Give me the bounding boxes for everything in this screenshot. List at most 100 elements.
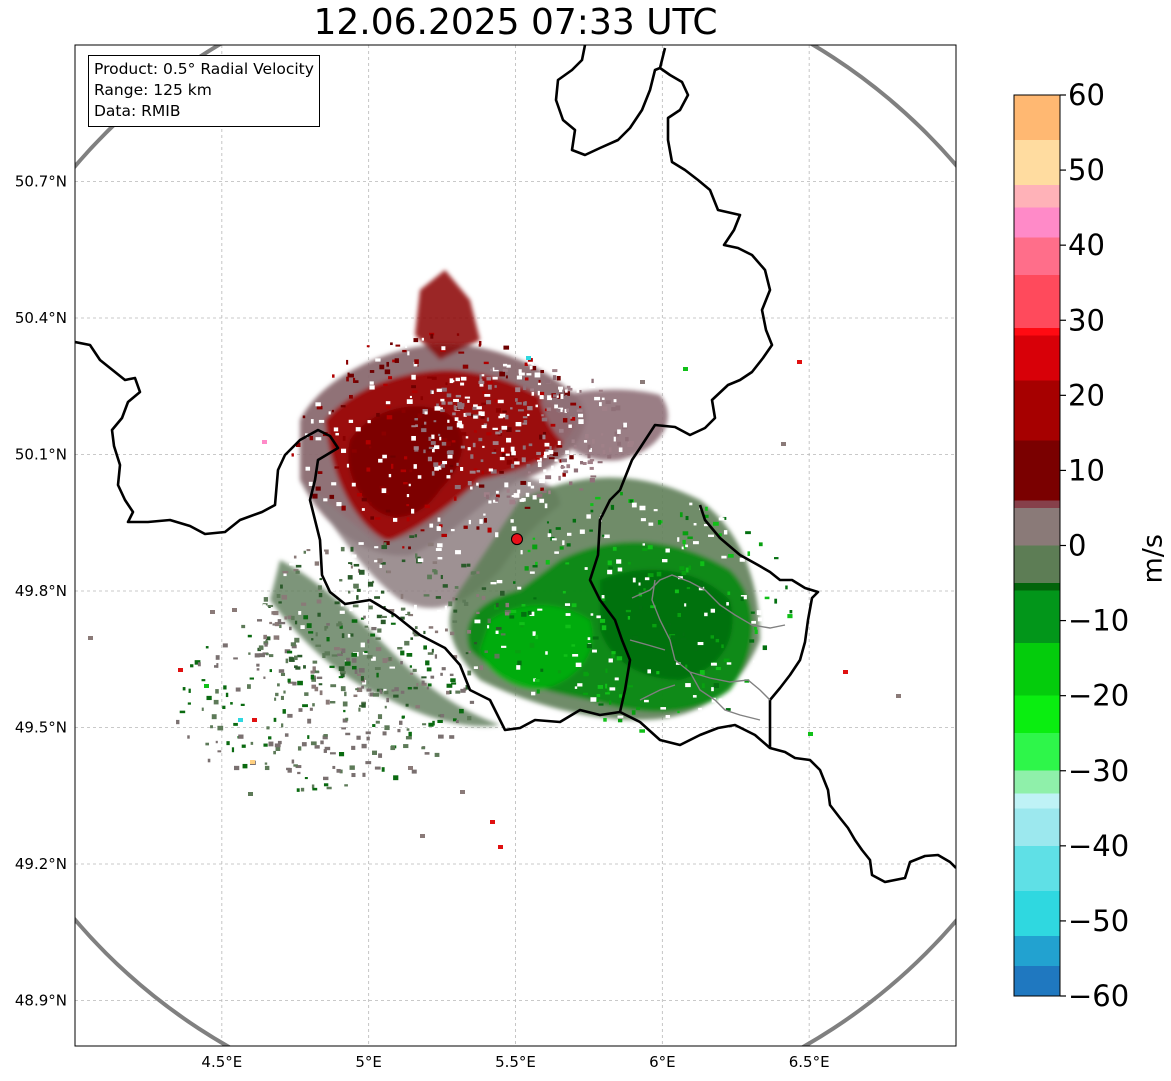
- echo-pixel: [587, 637, 591, 641]
- echo-pixel: [511, 451, 516, 456]
- echo-pixel: [703, 524, 710, 527]
- echo-pixel: [362, 772, 366, 777]
- echo-pixel: [455, 598, 458, 601]
- echo-pixel: [406, 517, 410, 522]
- echo-pixel: [534, 678, 540, 683]
- echo-pixel: [430, 675, 435, 679]
- echo-pixel: [434, 406, 441, 411]
- echo-pixel: [688, 565, 692, 570]
- echo-pixel: [306, 623, 312, 629]
- echo-pixel: [303, 665, 306, 669]
- echo-pixel: [374, 766, 381, 770]
- echo-pixel: [352, 377, 356, 383]
- echo-pixel: [685, 683, 691, 688]
- echo-pixel: [527, 471, 531, 474]
- echo-pixel: [589, 385, 596, 389]
- echo-pixel: [703, 514, 709, 518]
- echo-pixel: [674, 589, 679, 594]
- echo-pixel: [725, 708, 731, 711]
- echo-pixel: [539, 434, 543, 440]
- echo-pixel: [275, 692, 279, 697]
- echo-pixel: [326, 547, 332, 550]
- echo-pixel: [587, 444, 591, 450]
- echo-pixel: [434, 654, 438, 659]
- echo-pixel: [287, 713, 293, 718]
- echo-pixel: [314, 671, 320, 674]
- echo-pixel: [359, 704, 363, 707]
- echo-pixel: [282, 570, 289, 574]
- echo-pixel: [303, 615, 309, 620]
- echo-pixel: [478, 340, 482, 346]
- echo-pixel: [602, 534, 605, 537]
- echo-pixel: [383, 541, 390, 545]
- echo-pixel: [431, 447, 435, 453]
- echo-pixel: [435, 596, 441, 599]
- echo-pixel: [605, 400, 611, 404]
- echo-pixel: [437, 543, 443, 548]
- echo-pixel: [335, 432, 339, 436]
- echo-pixel: [566, 532, 572, 536]
- echo-pixel: [399, 335, 406, 340]
- echo-pixel: [460, 445, 465, 449]
- echo-pixel: [293, 555, 297, 559]
- echo-pixel: [533, 597, 537, 600]
- echo-pixel: [439, 407, 443, 411]
- echo-pixel: [205, 742, 210, 746]
- echo-pixel: [406, 504, 410, 507]
- echo-pixel: [339, 769, 343, 774]
- echo-pixel: [414, 604, 417, 610]
- echo-pixel: [265, 636, 271, 641]
- echo-pixel: [440, 438, 446, 442]
- echo-pixel: [187, 702, 191, 705]
- echo-pixel: [241, 624, 246, 629]
- echo-pixel: [326, 623, 330, 626]
- echo-pixel: [238, 734, 244, 739]
- echo-pixel: [413, 338, 419, 343]
- echo-pixel: [403, 610, 408, 615]
- echo-pixel: [441, 533, 447, 538]
- colorbar-tick-label: 10: [1068, 453, 1105, 487]
- echo-pixel: [457, 420, 462, 423]
- echo-pixel: [754, 629, 758, 635]
- echo-pixel: [571, 644, 576, 647]
- echo-pixel: [320, 740, 324, 745]
- echo-pixel: [418, 671, 422, 674]
- echo-pixel: [258, 645, 264, 650]
- echo-pixel: [420, 396, 424, 401]
- echo-pixel: [351, 745, 356, 750]
- echo-pixel: [603, 717, 607, 722]
- echo-pixel: [521, 611, 527, 617]
- echo-pixel: [565, 562, 570, 565]
- colorbar-tick-label: −60: [1068, 979, 1129, 1013]
- echo-pixel: [455, 719, 459, 724]
- echo-pixel: [360, 617, 365, 620]
- echo-pixel: [604, 534, 610, 539]
- echo-pixel: [274, 743, 281, 748]
- echo-pixel: [609, 687, 616, 691]
- echo-pixel: [544, 442, 550, 447]
- echo-pixel: [504, 610, 511, 614]
- echo-pixel: [394, 687, 399, 692]
- echo-pixel: [325, 699, 330, 705]
- echo-pixel: [268, 736, 272, 740]
- echo-pixel: [647, 545, 653, 550]
- echo-pixel: [366, 345, 370, 348]
- echo-pixel: [665, 715, 671, 719]
- info-box: Product: 0.5° Radial Velocity Range: 125…: [88, 55, 320, 127]
- echo-pixel: [307, 735, 310, 739]
- echo-pixel: [638, 582, 641, 586]
- echo-pixel: [597, 461, 603, 464]
- echo-pixel: [483, 423, 488, 426]
- echo-pixel: [380, 619, 386, 625]
- echo-pixel: [449, 690, 452, 695]
- echo-pixel: [506, 489, 510, 493]
- echo-pixel: [356, 735, 361, 740]
- echo-pixel: [576, 389, 580, 393]
- info-data-source: Data: RMIB: [94, 102, 181, 120]
- echo-pixel: [390, 745, 396, 751]
- echo-pixel: [403, 482, 408, 485]
- echo-pixel: [366, 688, 372, 692]
- echo-pixel: [381, 700, 385, 703]
- colorbar-tick-label: 40: [1068, 228, 1105, 262]
- echo-pixel: [453, 609, 458, 613]
